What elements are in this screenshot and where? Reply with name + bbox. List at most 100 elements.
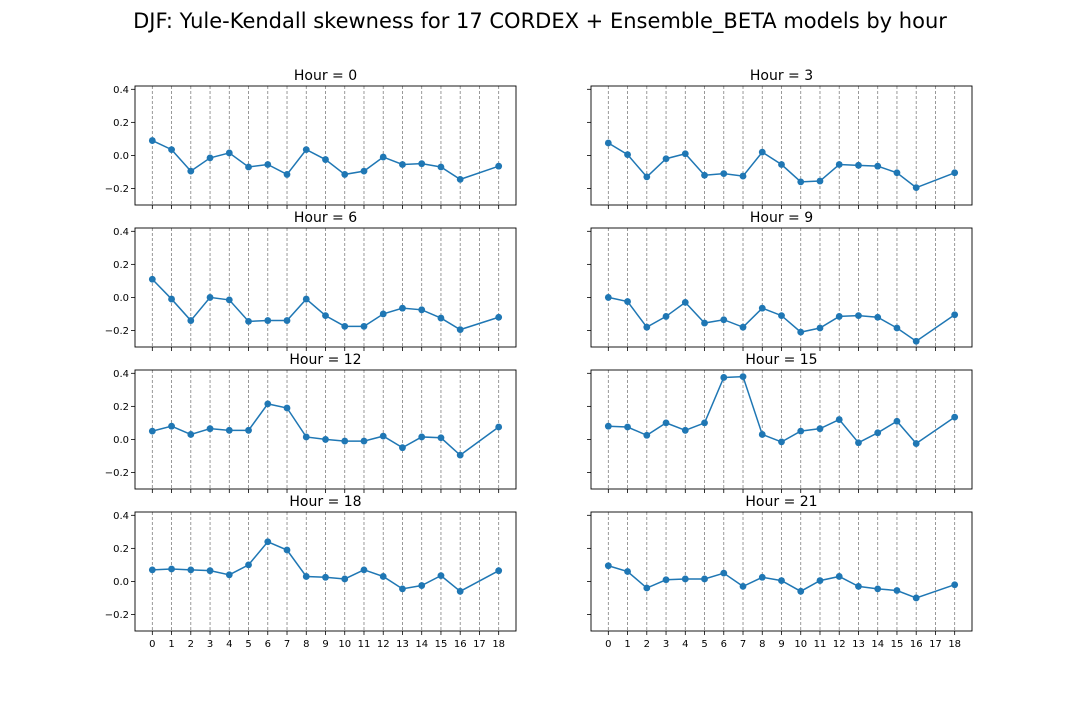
panel-title: Hour = 12 bbox=[289, 352, 361, 368]
data-point bbox=[893, 417, 901, 425]
data-point bbox=[816, 425, 824, 433]
data-point bbox=[681, 426, 689, 434]
data-point bbox=[662, 313, 670, 320]
data-point bbox=[360, 566, 368, 574]
x-tick-label: 0 bbox=[605, 639, 611, 650]
data-point bbox=[245, 426, 252, 434]
data-point bbox=[624, 298, 631, 305]
data-point bbox=[662, 576, 670, 584]
data-point bbox=[739, 323, 747, 331]
data-point bbox=[187, 566, 195, 574]
data-point bbox=[399, 161, 406, 168]
x-tick-label: 13 bbox=[852, 639, 865, 650]
x-tick-label: 12 bbox=[833, 639, 846, 650]
x-tick-label: 14 bbox=[415, 639, 428, 650]
x-tick-label: 3 bbox=[663, 639, 669, 650]
panel-hour-18: Hour = 180 1 2 3 4 5 6 7 8 9 10 11 12 13 14 15 16 17 18−0.… bbox=[105, 494, 517, 650]
panel-hour-12: Hour = 12 −0.2 0.0 0.2 0.4 bbox=[105, 352, 517, 493]
x-tick-label: 2 bbox=[644, 639, 650, 650]
data-point bbox=[912, 594, 920, 602]
data-point bbox=[168, 422, 175, 430]
data-point bbox=[739, 172, 747, 180]
data-point bbox=[643, 323, 651, 331]
data-point bbox=[206, 294, 214, 301]
y-tick-label: −0.2 bbox=[105, 468, 129, 479]
data-point bbox=[778, 577, 785, 584]
x-tick-label: 16 bbox=[454, 639, 467, 650]
data-point bbox=[643, 173, 651, 181]
data-point bbox=[624, 423, 631, 431]
data-point bbox=[437, 314, 445, 322]
data-point bbox=[604, 139, 612, 147]
x-tick-label: 17 bbox=[929, 639, 942, 650]
x-tick-label: 1 bbox=[168, 639, 174, 650]
y-tick-label: 0.0 bbox=[113, 435, 129, 446]
data-point bbox=[739, 582, 747, 590]
x-tick-label: 18 bbox=[948, 639, 961, 650]
data-point bbox=[360, 437, 368, 445]
data-point bbox=[302, 433, 310, 441]
data-point bbox=[624, 151, 631, 158]
x-tick-label: 14 bbox=[871, 639, 884, 650]
data-point bbox=[874, 585, 882, 593]
x-tick-label: 9 bbox=[778, 639, 784, 650]
data-point bbox=[893, 169, 901, 177]
data-point bbox=[148, 137, 156, 144]
data-point bbox=[360, 322, 368, 330]
data-point bbox=[874, 162, 882, 170]
panel-hour-9: Hour = 9 bbox=[587, 210, 973, 351]
y-tick-label: −0.2 bbox=[105, 610, 129, 621]
x-tick-label: 11 bbox=[814, 639, 827, 650]
data-point bbox=[855, 439, 862, 447]
data-point bbox=[399, 444, 406, 452]
y-tick-label: 0.0 bbox=[113, 577, 129, 588]
y-tick-label: 0.4 bbox=[113, 85, 129, 96]
data-point bbox=[624, 568, 631, 575]
x-tick-label: 2 bbox=[188, 639, 194, 650]
series-line bbox=[151, 278, 499, 331]
data-point bbox=[456, 175, 464, 183]
data-point bbox=[797, 427, 805, 435]
data-point bbox=[225, 296, 233, 304]
data-point bbox=[245, 163, 252, 171]
panel-title: Hour = 18 bbox=[289, 494, 361, 510]
panel-hour-0: Hour = 0 −0.2 0.0 0.2 0.4 bbox=[105, 68, 517, 209]
x-tick-label: 7 bbox=[284, 639, 290, 650]
data-point bbox=[283, 171, 291, 178]
x-tick-label: 8 bbox=[759, 639, 765, 650]
x-tick-label: 5 bbox=[701, 639, 707, 650]
data-point bbox=[604, 294, 612, 301]
x-tick-label: 0 bbox=[149, 639, 155, 650]
panel-hour-21: Hour = 210 1 2 3 4 5 6 7 8 9 10 11 12 13 14 15 16 17 18 bbox=[587, 494, 973, 650]
data-point bbox=[758, 573, 766, 581]
x-tick-label: 13 bbox=[396, 639, 409, 650]
data-point bbox=[379, 310, 387, 318]
y-tick-label: 0.4 bbox=[113, 369, 129, 380]
data-point bbox=[835, 416, 843, 423]
data-point bbox=[264, 161, 272, 168]
data-point bbox=[168, 295, 175, 303]
x-tick-label: 12 bbox=[377, 639, 390, 650]
data-point bbox=[816, 177, 824, 185]
data-point bbox=[456, 587, 464, 595]
data-point bbox=[701, 575, 708, 583]
data-point bbox=[701, 171, 708, 179]
data-point bbox=[437, 572, 445, 580]
data-point bbox=[264, 538, 272, 546]
data-point bbox=[951, 581, 959, 589]
data-point bbox=[187, 167, 195, 175]
data-point bbox=[912, 337, 920, 345]
data-point bbox=[148, 427, 156, 435]
data-point bbox=[245, 317, 252, 325]
panel-title: Hour = 21 bbox=[745, 494, 817, 510]
data-point bbox=[495, 313, 503, 321]
panel-title: Hour = 0 bbox=[294, 68, 357, 84]
x-tick-label: 17 bbox=[473, 639, 486, 650]
data-point bbox=[360, 167, 368, 175]
data-point bbox=[951, 413, 959, 421]
data-point bbox=[379, 432, 387, 440]
data-point bbox=[662, 419, 670, 427]
y-tick-label: 0.2 bbox=[113, 118, 129, 129]
data-point bbox=[341, 171, 349, 178]
x-tick-label: 18 bbox=[492, 639, 505, 650]
